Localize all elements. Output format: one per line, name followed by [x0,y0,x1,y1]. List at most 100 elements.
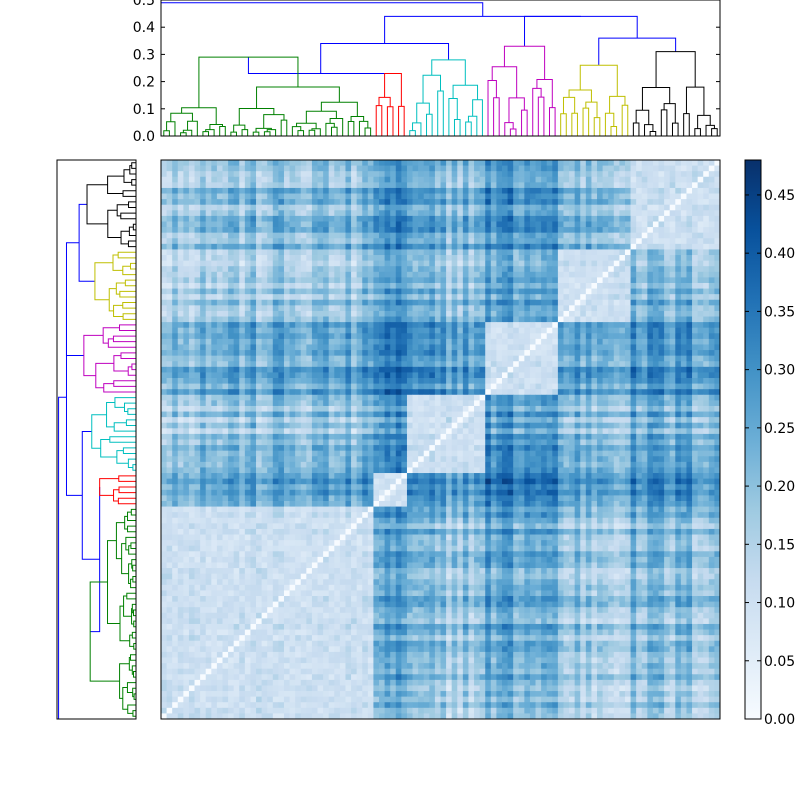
heatmap-cell [295,171,302,178]
heatmap-cell [703,215,710,222]
heatmap-cell [563,299,570,306]
heatmap-cell [552,322,559,329]
heatmap-cell [692,400,699,407]
heatmap-cell [306,176,313,183]
heatmap-cell [306,417,313,424]
heatmap-cell [541,227,548,234]
heatmap-cell [451,372,458,379]
heatmap-cell [401,221,408,228]
heatmap-cell [406,160,413,166]
heatmap-cell [613,327,620,334]
heatmap-cell [418,210,425,217]
heatmap-cell [574,422,581,429]
heatmap-cell [395,372,402,379]
heatmap-cell [524,422,531,429]
heatmap-cell [289,255,296,262]
heatmap-cell [429,232,436,239]
heatmap-cell [334,417,341,424]
heatmap-cell [669,243,676,250]
heatmap-cell [501,210,508,217]
heatmap-cell [306,333,313,340]
heatmap-cell [211,187,218,194]
heatmap-cell [418,221,425,228]
heatmap-cell [311,255,318,262]
heatmap-cell [641,338,648,345]
heatmap-cell [557,394,564,401]
heatmap-cell [272,238,279,245]
heatmap-cell [216,405,223,412]
heatmap-cell [602,271,609,278]
heatmap-cell [474,210,481,217]
heatmap-cell [703,171,710,178]
heatmap-cell [390,232,397,239]
heatmap-cell [507,277,514,284]
heatmap-cell [585,327,592,334]
heatmap-cell [283,378,290,384]
heatmap-cell [306,271,313,278]
heatmap-cell [524,271,531,278]
heatmap-cell [429,333,436,340]
heatmap-cell [345,316,352,323]
heatmap-cell [362,227,369,234]
heatmap-cell [507,249,514,256]
heatmap-cell [183,187,190,194]
heatmap-cell [546,165,553,172]
heatmap-cell [300,361,307,368]
heatmap-cell [256,422,263,429]
heatmap-cell [474,355,481,362]
left-dendrogram-link [113,355,129,372]
heatmap-cell [300,389,307,396]
heatmap-cell [602,165,609,172]
heatmap-cell [669,327,676,334]
heatmap-cell [669,378,676,384]
heatmap-cell [334,232,341,239]
heatmap-cell [624,232,631,239]
heatmap-cell [479,333,486,340]
heatmap-cell [434,411,441,418]
heatmap-cell [423,210,430,217]
heatmap-cell [714,372,721,379]
heatmap-cell [406,299,413,306]
heatmap-cell [278,221,285,228]
heatmap-cell [406,249,413,256]
heatmap-cell [641,204,648,211]
heatmap-cell [468,338,475,345]
heatmap-cell [686,171,693,178]
heatmap-cell [278,422,285,429]
heatmap-cell [692,232,699,239]
heatmap-cell [507,378,514,384]
heatmap-cell [535,282,542,289]
heatmap-cell [619,378,626,384]
heatmap-cell [541,411,548,418]
heatmap-cell [423,400,430,407]
heatmap-cell [406,260,413,267]
heatmap-cell [188,266,195,273]
heatmap-cell [440,344,447,351]
heatmap-cell [423,394,430,401]
heatmap-cell [188,422,195,429]
heatmap-cell [462,322,469,329]
heatmap-cell [697,350,704,357]
heatmap-cell [563,344,570,351]
top-dendrogram-link [180,132,187,136]
heatmap-cell [261,372,268,379]
heatmap-cell [563,160,570,166]
top-dendrogram-link [280,119,288,136]
heatmap-cell [177,361,184,368]
heatmap-cell [429,165,436,172]
heatmap-cell [675,238,682,245]
heatmap-cell [244,383,251,390]
heatmap-cell [300,400,307,407]
heatmap-cell [669,221,676,228]
heatmap-cell [334,238,341,245]
heatmap-cell [283,221,290,228]
heatmap-cell [608,165,615,172]
heatmap-cell [658,199,665,206]
heatmap-cell [418,294,425,301]
heatmap-cell [541,322,548,329]
heatmap-cell [541,266,548,273]
heatmap-cell [563,305,570,312]
heatmap-cell [317,400,324,407]
heatmap-cell [261,171,268,178]
heatmap-cell [613,204,620,211]
